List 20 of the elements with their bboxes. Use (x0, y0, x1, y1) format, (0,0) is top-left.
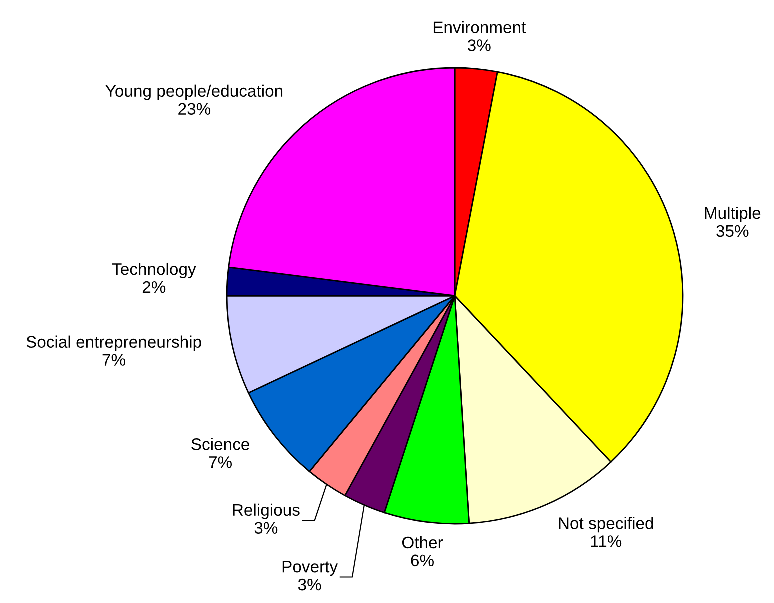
slice-label: Religious (233, 504, 300, 520)
slice-label: Social entrepreneurship (26, 336, 202, 352)
slice-label: Not specified (559, 517, 654, 533)
data-label: 7% (102, 354, 126, 366)
slice-label: Young people/education (106, 84, 283, 100)
data-label: 3% (298, 578, 322, 591)
data-label: 11% (591, 536, 622, 548)
slice-label: Multiple (705, 206, 761, 222)
slice-label: Poverty (282, 561, 338, 576)
slice-label: Environment (434, 21, 526, 34)
data-label: 23% (178, 103, 211, 116)
slice-label: Technology (112, 262, 196, 279)
data-label: 2% (142, 281, 166, 294)
data-label: 3% (254, 522, 278, 534)
slice-label: Science (192, 438, 250, 450)
data-label: 7% (209, 456, 232, 468)
data-label: 35% (716, 225, 749, 238)
data-label: 6% (411, 554, 434, 567)
data-label: 3% (468, 40, 491, 52)
slice-label: Other (402, 536, 444, 549)
